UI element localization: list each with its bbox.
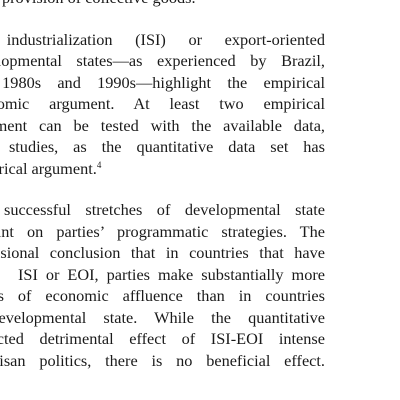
text-line: economic argument. At least two empirica… [0, 94, 325, 113]
text-line: ISI or EOI, parties make substantially m… [18, 264, 325, 284]
paragraph-gap [0, 179, 386, 199]
text-line: expected detrimental effect of ISI-EOI i… [0, 329, 325, 348]
text-line: the 1980s and 1990s—highlight the empiri… [0, 72, 325, 92]
text-line: provision of collective goods. [0, 0, 386, 9]
document-page: provision of collective goods. ort indus… [0, 0, 386, 370]
text-line: empirical argument.4 [0, 158, 386, 180]
text-line-content: empirical argument. [0, 158, 97, 178]
text-line: case studies, as the quantitative data s… [0, 137, 325, 156]
text-line: partisan politics, there is no beneficia… [0, 350, 325, 370]
text-line: levels of economic affluence than in cou… [0, 286, 325, 305]
text-line: imprint on parties’ programmatic strateg… [0, 221, 325, 241]
text-line: developmental states—as experienced by B… [0, 51, 325, 70]
text-line: provisional conclusion that in countries… [0, 243, 325, 262]
text-line: and successful stretches of developmenta… [0, 200, 325, 219]
text-line: a developmental state. While the quantit… [0, 307, 325, 327]
paragraph-gap [0, 9, 386, 29]
text-line: argument can be tested with the availabl… [0, 115, 325, 135]
footnote-marker: 4 [96, 159, 102, 170]
text-line: ort industrialization (ISI) or export-or… [0, 29, 325, 49]
